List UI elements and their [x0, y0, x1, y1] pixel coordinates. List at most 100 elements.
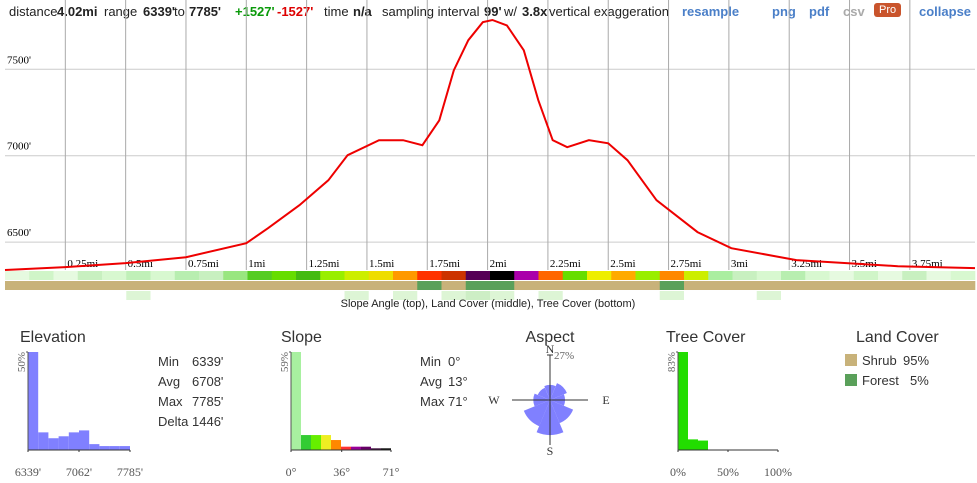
loss: -1527' — [277, 4, 313, 19]
range-label: range — [104, 4, 138, 19]
x-tick-label: 36° — [333, 465, 350, 479]
slope-strip-cell — [174, 271, 200, 280]
pdf-link[interactable]: pdf — [809, 4, 830, 19]
time-label: time — [324, 4, 349, 19]
direction-label: E — [602, 393, 609, 407]
y-tick-label: 50% — [16, 352, 28, 372]
slope-strip-cell — [271, 271, 297, 280]
land-strip-cell — [902, 281, 927, 290]
x-tick-label: 2.5mi — [610, 258, 635, 270]
x-tick-label: 2.75mi — [671, 258, 702, 270]
legend-label: Forest — [862, 373, 899, 388]
slope-strip-cell — [441, 271, 467, 280]
exaggeration-label: vertical exaggeration — [549, 4, 669, 19]
histogram-bar — [381, 448, 391, 450]
stat-label: Avg — [158, 374, 180, 389]
y-tick-label: 59% — [279, 352, 291, 372]
tree-strip-cell — [635, 291, 661, 300]
tree-strip-cell — [538, 291, 564, 300]
tree-strip-cell — [174, 291, 200, 300]
panel-title: Aspect — [526, 329, 575, 346]
range-max-value: 7785' — [189, 4, 222, 19]
land-strip-cell — [126, 281, 151, 290]
land-strip-cell — [805, 281, 830, 290]
land-strip-cell — [732, 281, 758, 290]
slope-strip-cell — [902, 271, 927, 280]
land-strip-cell — [708, 281, 733, 290]
collapse-link[interactable]: collapse — [919, 4, 972, 19]
slope-strip-cell — [587, 271, 612, 280]
x-tick-label: 1.5mi — [369, 258, 394, 270]
legend-value: 5% — [910, 373, 929, 388]
tree-strip-cell — [659, 291, 685, 300]
interval-value: 99' — [484, 4, 502, 19]
with-label: w/ — [504, 4, 517, 19]
land-strip-cell — [77, 281, 103, 290]
x-tick-label: 0.25mi — [67, 258, 98, 270]
slope-strip-cell — [684, 271, 709, 280]
histogram-bar — [311, 435, 321, 450]
stat-value: 71° — [448, 394, 468, 409]
land-strip-cell — [514, 281, 539, 290]
histogram-bar — [698, 440, 708, 450]
x-tick-label: 7785' — [117, 465, 143, 479]
land-strip-cell — [368, 281, 394, 290]
land-strip-cell — [271, 281, 297, 290]
histogram-bar — [89, 444, 100, 450]
stat-label: Avg — [420, 374, 442, 389]
x-tick-label: 50% — [717, 465, 739, 479]
tree-strip-cell — [441, 291, 467, 300]
interval: 99' — [484, 4, 502, 19]
slope-strip-cell — [77, 271, 103, 280]
pro-badge[interactable]: Pro — [874, 3, 902, 17]
land-strip-cell — [853, 281, 879, 290]
slope-strip-cell — [126, 271, 151, 280]
loss-value: -1527' — [277, 4, 314, 19]
slope-strip-cell — [417, 271, 442, 280]
histogram-bar — [99, 446, 110, 450]
aspect-petal — [523, 400, 550, 427]
stat-label: Min — [158, 354, 179, 369]
tree-strip-cell — [950, 291, 976, 300]
tree-strip-cell — [29, 291, 54, 300]
histogram-bar — [291, 352, 301, 450]
csv-link[interactable]: csv — [843, 4, 865, 19]
slope-strip-cell — [829, 271, 855, 280]
x-tick-label: 1.75mi — [429, 258, 460, 270]
histogram-bar — [58, 436, 69, 450]
png-link[interactable]: png — [772, 4, 796, 19]
slope-strip-cell — [926, 271, 952, 280]
stat-label: Max — [420, 394, 445, 409]
y-tick-label: 7000' — [7, 141, 31, 153]
slope-strip-cell — [708, 271, 733, 280]
slope-strip-cell — [102, 271, 127, 280]
land-strip-cell — [199, 281, 224, 290]
exaggeration: 3.8x — [522, 4, 547, 19]
land-strip-cell — [587, 281, 612, 290]
legend-value: 95% — [903, 353, 929, 368]
exaggeration-value: 3.8x — [522, 4, 548, 19]
stat-value: 13° — [448, 374, 468, 389]
x-tick-label: 3.75mi — [912, 258, 943, 270]
tree-strip-cell — [587, 291, 612, 300]
tree-strip-cell — [5, 291, 30, 300]
aspect-petal — [550, 383, 567, 400]
x-tick-label: 1mi — [248, 258, 265, 270]
direction-label: N — [546, 342, 555, 356]
distance: 4.02mi — [57, 4, 97, 19]
tree-strip-cell — [465, 291, 491, 300]
interval-label: sampling interval — [382, 4, 480, 19]
tree-strip-cell — [514, 291, 539, 300]
tree-strip-cell — [77, 291, 103, 300]
resample-link[interactable]: resample — [682, 4, 740, 19]
x-tick-label: 71° — [383, 465, 400, 479]
slope-strip-cell — [490, 271, 515, 280]
gain-value: +1527' — [235, 4, 275, 19]
slope-strip-cell — [659, 271, 685, 280]
land-strip-cell — [53, 281, 79, 290]
slope-strip-cell — [635, 271, 661, 280]
stat-value: 6708' — [192, 374, 223, 389]
land-strip-cell — [490, 281, 515, 290]
panel-title: Slope — [281, 329, 322, 346]
direction-label: W — [488, 393, 500, 407]
